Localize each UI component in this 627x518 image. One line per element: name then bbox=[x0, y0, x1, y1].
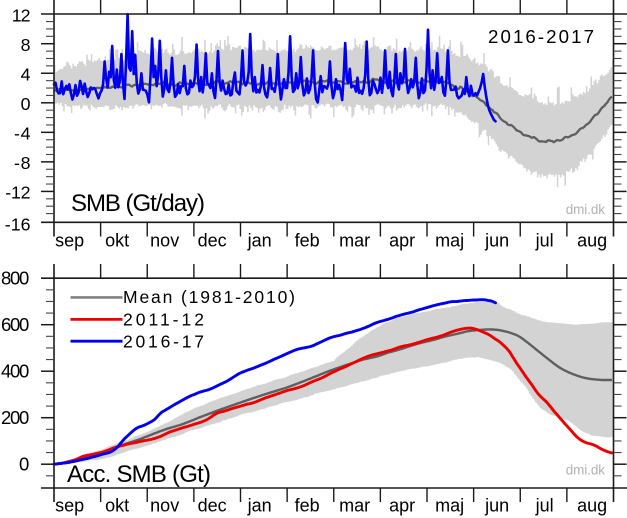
svg-text:jun: jun bbox=[484, 231, 509, 251]
svg-text:mar: mar bbox=[339, 231, 370, 251]
svg-text:4: 4 bbox=[21, 64, 31, 84]
svg-text:-4: -4 bbox=[14, 123, 31, 143]
svg-text:400: 400 bbox=[1, 361, 29, 382]
svg-text:aug: aug bbox=[577, 496, 607, 516]
svg-text:okt: okt bbox=[105, 496, 129, 516]
svg-text:600: 600 bbox=[1, 314, 29, 335]
svg-text:aug: aug bbox=[577, 231, 607, 251]
svg-text:0: 0 bbox=[21, 94, 31, 114]
svg-text:dec: dec bbox=[198, 231, 227, 251]
svg-text:SMB (Gt/day): SMB (Gt/day) bbox=[71, 190, 205, 217]
svg-text:-16: -16 bbox=[5, 214, 31, 234]
svg-text:jan: jan bbox=[247, 496, 272, 516]
svg-text:-12: -12 bbox=[5, 183, 30, 203]
svg-text:nov: nov bbox=[150, 231, 179, 251]
svg-text:Acc. SMB (Gt): Acc. SMB (Gt) bbox=[67, 461, 211, 488]
svg-text:sep: sep bbox=[55, 496, 84, 516]
svg-text:jun: jun bbox=[484, 496, 509, 516]
svg-text:feb: feb bbox=[295, 496, 320, 516]
svg-text:2011-12: 2011-12 bbox=[123, 310, 204, 330]
svg-text:2016-17: 2016-17 bbox=[123, 331, 204, 351]
svg-text:feb: feb bbox=[295, 231, 320, 251]
svg-text:dmi.dk: dmi.dk bbox=[566, 202, 606, 217]
svg-text:dec: dec bbox=[198, 496, 227, 516]
svg-text:12: 12 bbox=[12, 5, 31, 25]
svg-text:dmi.dk: dmi.dk bbox=[566, 462, 606, 477]
svg-text:8: 8 bbox=[21, 35, 31, 55]
svg-text:jul: jul bbox=[535, 231, 554, 251]
svg-text:maj: maj bbox=[435, 496, 464, 516]
svg-text:0: 0 bbox=[19, 454, 29, 475]
svg-text:nov: nov bbox=[150, 496, 179, 516]
svg-text:maj: maj bbox=[435, 231, 464, 251]
svg-text:200: 200 bbox=[1, 407, 29, 428]
svg-text:800: 800 bbox=[1, 268, 29, 289]
svg-text:-8: -8 bbox=[14, 153, 31, 173]
svg-text:okt: okt bbox=[105, 231, 129, 251]
svg-text:mar: mar bbox=[339, 496, 370, 516]
svg-text:jan: jan bbox=[247, 231, 272, 251]
svg-text:2016-2017: 2016-2017 bbox=[488, 26, 594, 47]
svg-text:sep: sep bbox=[55, 231, 84, 251]
svg-text:apr: apr bbox=[389, 496, 415, 516]
svg-text:jul: jul bbox=[535, 496, 554, 516]
svg-text:Mean (1981-2010): Mean (1981-2010) bbox=[123, 287, 295, 307]
svg-text:apr: apr bbox=[389, 231, 415, 251]
